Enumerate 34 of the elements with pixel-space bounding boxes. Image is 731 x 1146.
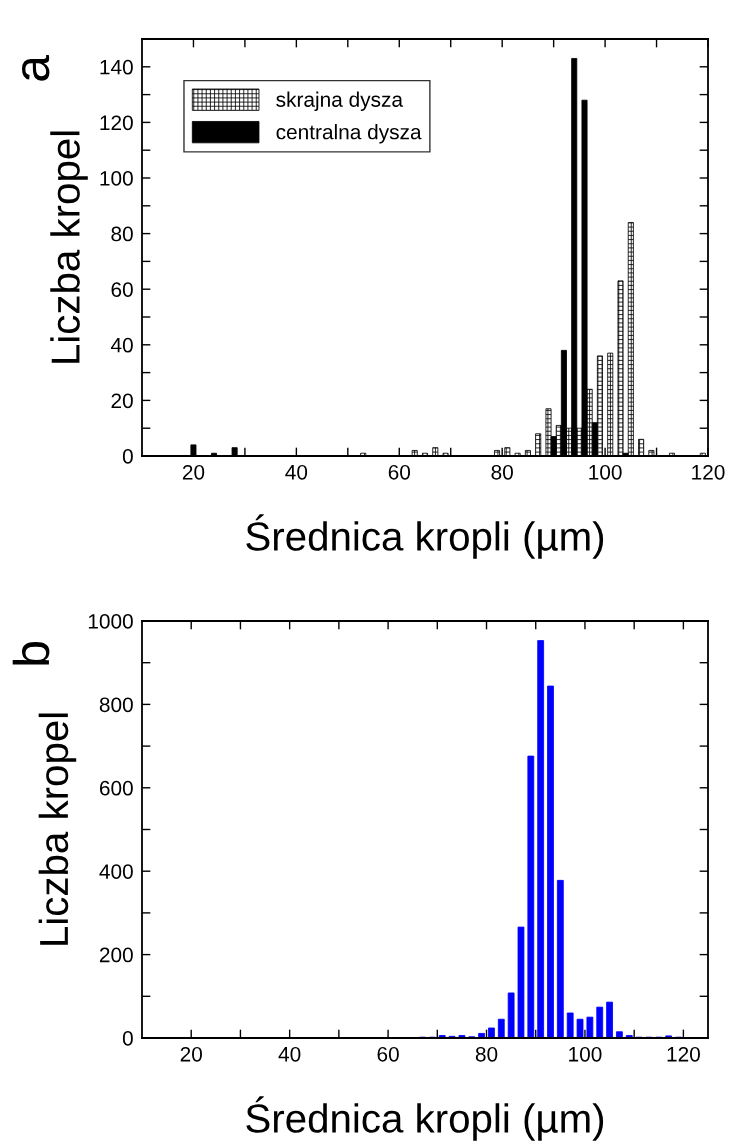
x-tick-label: 20	[180, 1046, 202, 1062]
y-tick-label: 800	[99, 697, 133, 713]
x-tick-label: 60	[388, 464, 411, 480]
y-tick-label: 1000	[88, 614, 133, 629]
y-tick-label: 200	[99, 947, 133, 963]
y-axis-title: Liczba kropel	[38, 713, 77, 945]
legend-label: skrajna dysza	[276, 91, 404, 112]
y-tick-label: 20	[111, 393, 133, 409]
x-axis-title: Średnica kropli (µm)	[246, 514, 604, 559]
x-tick-label: 40	[285, 464, 308, 480]
y-tick-label: 0	[122, 449, 133, 464]
y-tick-label: 60	[111, 282, 133, 297]
x-tick-label: 120	[667, 1046, 700, 1062]
x-tick-label: 100	[589, 464, 622, 480]
x-tick-label: 20	[182, 464, 205, 480]
y-tick-label: 40	[110, 337, 133, 353]
legend-label: centralna dysza	[276, 124, 422, 144]
y-tick-label: 140	[100, 59, 133, 75]
y-tick-label: 100	[100, 171, 133, 186]
x-tick-label: 100	[569, 1046, 602, 1062]
y-tick-label: 0	[122, 1031, 133, 1046]
text: b	[12, 642, 50, 665]
x-tick-label: 120	[692, 464, 725, 480]
y-tick-label: 600	[99, 780, 133, 796]
y-tick-label: 80	[111, 226, 133, 242]
y-axis-title: Liczba kropel	[50, 131, 88, 363]
text: a	[22, 55, 50, 81]
y-tick-label: 400	[99, 864, 133, 879]
x-axis-title: Średnica kropli (µm)	[246, 1096, 604, 1141]
y-tick-label: 120	[100, 115, 133, 131]
x-tick-label: 80	[491, 464, 513, 480]
x-tick-label: 40	[278, 1046, 301, 1062]
x-tick-label: 60	[377, 1046, 399, 1062]
x-tick-label: 80	[475, 1046, 498, 1062]
